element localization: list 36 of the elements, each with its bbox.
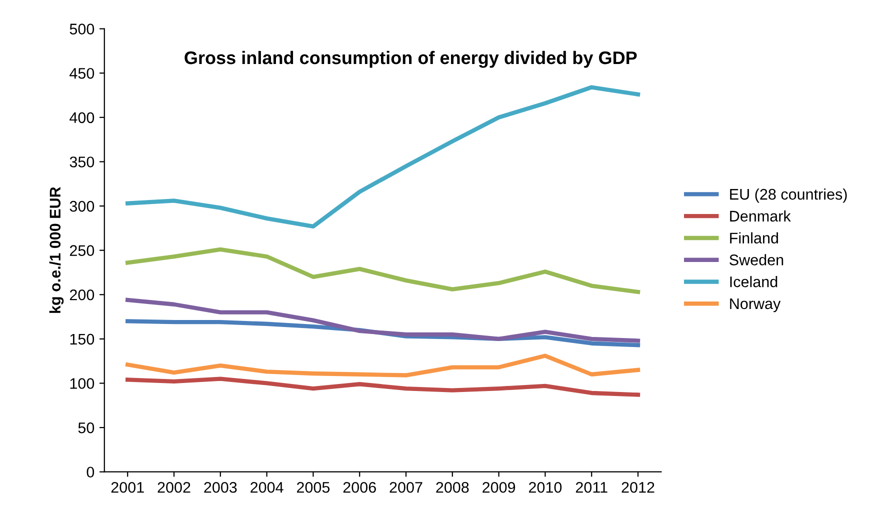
- line-series: [126, 354, 640, 378]
- y-tick-label: 50: [78, 422, 94, 434]
- x-tick-label: 2008: [436, 482, 469, 493]
- y-tick-label: 250: [70, 245, 94, 256]
- x-tick-label: 2011: [576, 482, 608, 493]
- y-tick-label: 300: [70, 200, 94, 212]
- y-tick-label: 500: [70, 24, 94, 34]
- y-tick-label: 150: [70, 334, 94, 345]
- legend-label: EU (28 countries): [730, 188, 847, 203]
- y-tick-label: 350: [70, 156, 94, 168]
- x-tick-label: 2012: [622, 482, 654, 493]
- y-tick-label: 100: [70, 378, 94, 389]
- x-tick-label: 2001: [111, 482, 144, 493]
- x-tick-label: 2003: [204, 482, 237, 493]
- x-tick-label: 2004: [250, 482, 284, 493]
- y-tick-label: 450: [70, 68, 94, 79]
- line-series: [126, 85, 640, 228]
- x-tick-label: 2002: [158, 482, 190, 493]
- legend-label: Finland: [730, 232, 778, 244]
- legend-label: Sweden: [730, 254, 784, 266]
- x-tick-label: 2005: [296, 482, 330, 493]
- x-tick-label: 2006: [343, 482, 376, 493]
- line-series: [126, 247, 640, 294]
- line-series: [126, 376, 640, 397]
- y-tick-label: 200: [70, 289, 94, 300]
- x-tick-label: 2007: [390, 482, 422, 493]
- text: Gross inland consumption of energy divided by GDP: [184, 50, 637, 68]
- legend-label: Norway: [730, 298, 781, 312]
- y-tick-label: 0: [86, 466, 94, 478]
- legend-label: Iceland: [730, 276, 778, 288]
- y-axis-title: kg o.e./1 000 EUR: [49, 186, 64, 313]
- legend-label: Denmark: [730, 210, 791, 222]
- x-tick-label: 2010: [528, 482, 562, 493]
- line-series: [126, 298, 640, 343]
- y-tick-label: 400: [70, 112, 94, 124]
- x-tick-label: 2009: [482, 482, 516, 493]
